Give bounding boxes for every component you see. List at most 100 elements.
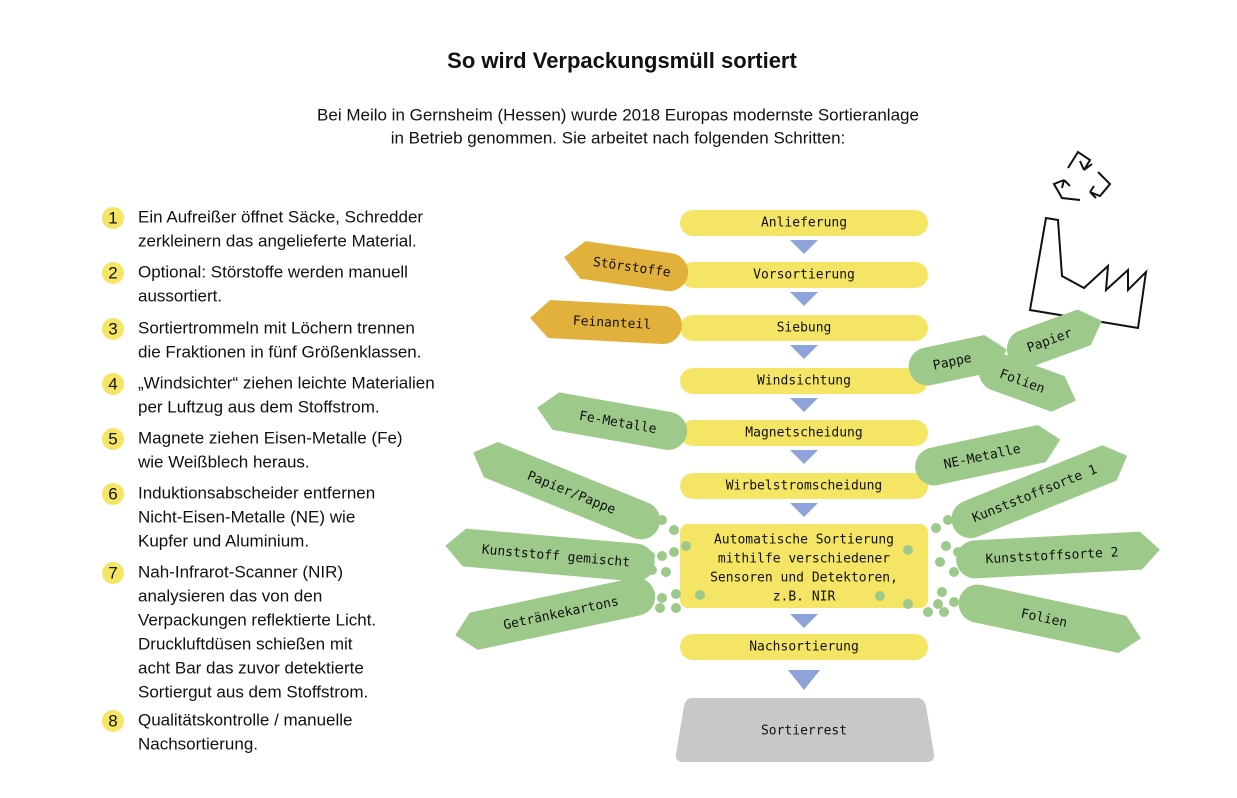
- step-text: acht Bar das zuvor detektierte: [138, 658, 364, 677]
- air-dot: [655, 603, 665, 613]
- air-dot: [671, 603, 681, 613]
- air-dot: [875, 591, 885, 601]
- step-text: zerkleinern das angelieferte Material.: [138, 231, 417, 250]
- flow-arrow: [788, 670, 820, 690]
- output-tag: Störstoffe: [564, 241, 689, 292]
- step-text: Qualitätskontrolle / manuelle: [138, 710, 353, 729]
- step-text: die Fraktionen in fünf Größenklassen.: [138, 342, 421, 361]
- tag-label: Feinanteil: [572, 314, 651, 333]
- step-text: aussortiert.: [138, 286, 222, 305]
- air-dot: [949, 597, 959, 607]
- step-text: Nah-Infrarot-Scanner (NIR): [138, 562, 343, 581]
- tag-shape: [445, 528, 655, 582]
- output-tag: Papier/Pappe: [473, 442, 661, 540]
- sorting-box: [680, 524, 928, 608]
- step-text: Kupfer und Aluminium.: [138, 531, 309, 550]
- output-tag: Fe-Metalle: [537, 392, 688, 450]
- stage-box: [680, 262, 928, 288]
- output-tag: Feinanteil: [530, 300, 682, 344]
- flow-arrow: [790, 503, 818, 517]
- air-dot: [669, 525, 679, 535]
- stage-box: [680, 420, 928, 446]
- tag-shape: [915, 424, 1061, 486]
- air-dot: [939, 607, 949, 617]
- step-number: 3: [108, 319, 117, 338]
- tag-shape: [537, 392, 688, 450]
- step-badge: [102, 373, 124, 395]
- rest-label: Sortierrest: [761, 724, 847, 739]
- step-text: Sortiergut aus dem Stoffstrom.: [138, 682, 368, 701]
- stage-label: Magnetscheidung: [745, 426, 862, 441]
- step-text: Sortiertrommeln mit Löchern trennen: [138, 318, 415, 337]
- output-tag: NE-Metalle: [915, 424, 1061, 486]
- step-number: 1: [108, 208, 117, 227]
- step-number: 4: [108, 374, 117, 393]
- stage-box: [680, 473, 928, 499]
- tag-shape: [473, 442, 661, 540]
- stage-label: Siebung: [777, 321, 832, 336]
- step-text: Druckluftdüsen schießen mit: [138, 634, 353, 653]
- stage-label: Vorsortierung: [753, 268, 855, 283]
- step-number: 6: [108, 484, 117, 503]
- step-text: Nicht-Eisen-Metalle (NE) wie: [138, 507, 355, 526]
- air-dot: [937, 587, 947, 597]
- flow-arrow: [790, 398, 818, 412]
- tag-shape: [564, 241, 689, 292]
- output-tag: Folien: [978, 353, 1076, 412]
- step-text: Induktionsabscheider entfernen: [138, 483, 375, 502]
- recycle-icon: [1052, 150, 1112, 201]
- air-dot: [931, 523, 941, 533]
- stage-label: Wirbelstromscheidung: [726, 479, 883, 494]
- step-number: 2: [108, 263, 117, 282]
- air-dot: [695, 590, 705, 600]
- step-text: Optional: Störstoffe werden manuell: [138, 262, 408, 281]
- step-badge: [102, 318, 124, 340]
- sorting-label: Sensoren und Detektoren,: [710, 571, 898, 586]
- air-dot: [933, 599, 943, 609]
- step-text: „Windsichter“ ziehen leichte Materialien: [138, 373, 435, 392]
- output-tag: Folien: [958, 584, 1141, 653]
- air-dot: [935, 557, 945, 567]
- tag-shape: [1006, 309, 1102, 368]
- step-badge: [102, 207, 124, 229]
- stage-box: [680, 368, 928, 394]
- output-tag: Kunststoffsorte 2: [956, 531, 1160, 579]
- sorting-label: z.B. NIR: [773, 590, 836, 605]
- air-dot: [669, 547, 679, 557]
- intro-line: in Betrieb genommen. Sie arbeitet nach f…: [391, 128, 846, 147]
- title: So wird Verpackungsmüll sortiert: [447, 48, 797, 73]
- air-dot: [657, 593, 667, 603]
- sorting-label: Automatische Sortierung: [714, 533, 894, 548]
- step-badge: [102, 262, 124, 284]
- flow-arrow: [790, 292, 818, 306]
- flow-arrow: [790, 450, 818, 464]
- intro-line: Bei Meilo in Gernsheim (Hessen) wurde 20…: [317, 105, 919, 124]
- stage-label: Nachsortierung: [749, 640, 859, 655]
- output-tag: Getränkekartons: [455, 577, 656, 650]
- step-text: Verpackungen reflektierte Licht.: [138, 610, 376, 629]
- air-dot: [923, 607, 933, 617]
- air-dot: [903, 545, 913, 555]
- tag-shape: [978, 353, 1076, 412]
- step-badge: [102, 428, 124, 450]
- step-text: Ein Aufreißer öffnet Säcke, Schredder: [138, 207, 423, 226]
- factory-icon: [1028, 216, 1148, 330]
- flow-arrow: [790, 345, 818, 359]
- air-dot: [657, 551, 667, 561]
- stage-label: Anlieferung: [761, 216, 847, 231]
- step-text: analysieren das von den: [138, 586, 322, 605]
- air-dot: [681, 541, 691, 551]
- step-number: 7: [108, 563, 117, 582]
- air-dot: [671, 589, 681, 599]
- rest-box: [675, 698, 935, 762]
- air-dot: [949, 567, 959, 577]
- stage-label: Windsichtung: [757, 374, 851, 389]
- tag-shape: [958, 584, 1141, 653]
- air-dot: [903, 599, 913, 609]
- tag-shape: [956, 531, 1160, 579]
- step-text: per Luftzug aus dem Stoffstrom.: [138, 397, 380, 416]
- tag-shape: [455, 577, 656, 650]
- stage-box: [680, 634, 928, 660]
- step-number: 5: [108, 429, 117, 448]
